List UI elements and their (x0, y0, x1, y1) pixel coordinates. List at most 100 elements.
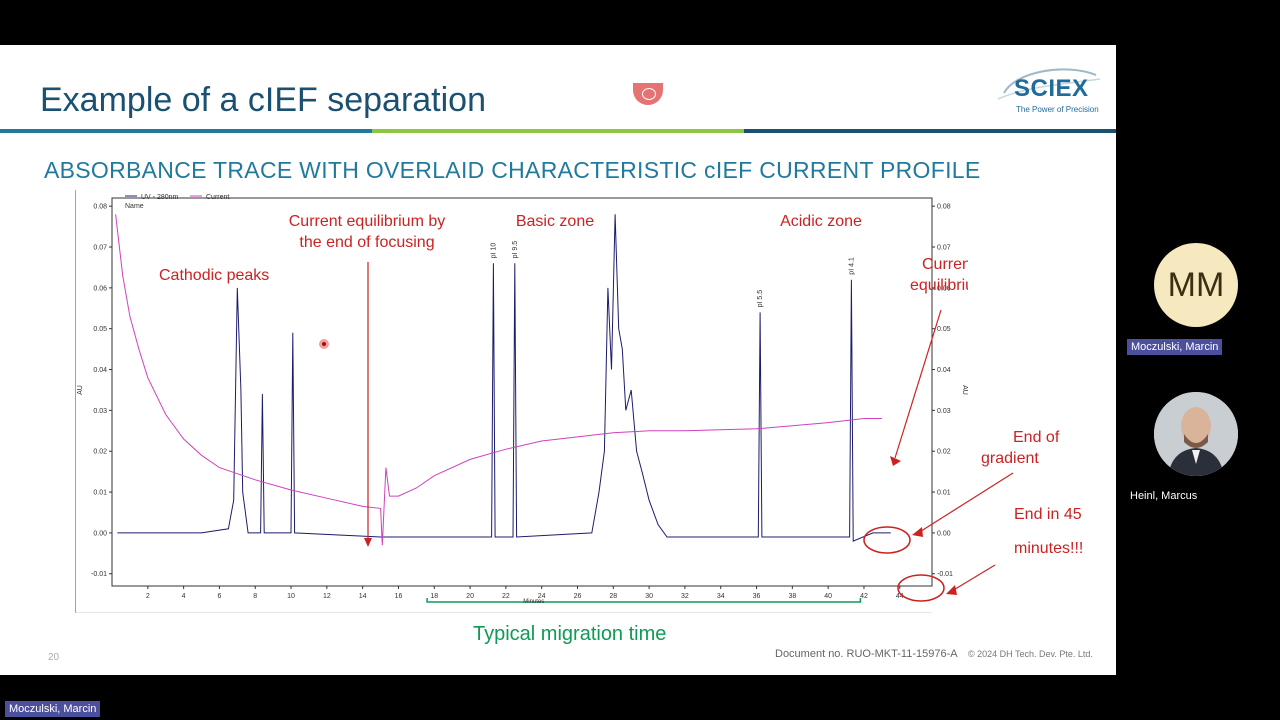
x-tick-label: 6 (217, 593, 221, 600)
peak-label: pI 10 (490, 243, 497, 259)
sciex-logo: SCIEX The Power of Precision (996, 65, 1106, 117)
x-tick-label: 32 (681, 593, 689, 600)
annotation-end-time-2: minutes!!! (1014, 540, 1083, 557)
x-tick-label: 28 (609, 593, 617, 600)
y-tick-label-right: 0.07 (937, 245, 951, 252)
x-tick-label: 40 (824, 593, 832, 600)
x-tick-label: 38 (788, 593, 796, 600)
y-tick-label-left: 0.01 (93, 490, 107, 497)
y-tick-label-right: 0.06 (937, 285, 951, 292)
y-tick-label-left: 0.07 (93, 245, 107, 252)
current-eq-arrow-head (890, 456, 901, 466)
equilibrium-arrow-head (364, 538, 372, 547)
x-tick-label: 42 (860, 593, 868, 600)
document-number: Document no. RUO-MKT-11-15976-A (775, 648, 958, 660)
x-tick-label: 4 (182, 593, 186, 600)
x-tick-label: 20 (466, 593, 474, 600)
chart-canvas: UV - 280nm Current Name -0.01 -0.01 0.00 0.00 0… (74, 190, 987, 614)
series-line-uv-280nm (117, 214, 891, 542)
x-tick-label: 36 (753, 593, 761, 600)
y-axis-label-right: AU (961, 385, 968, 395)
x-tick-label: 24 (538, 593, 546, 600)
logo-swoosh-icon (997, 68, 1101, 100)
x-tick-label: 34 (717, 593, 725, 600)
current-eq-arrow-line (894, 309, 942, 459)
recording-indicator-icon[interactable] (633, 83, 663, 105)
x-tick-label: 8 (253, 593, 257, 600)
annotation-current-equilibrium-right-1: Current (922, 256, 968, 273)
y-tick-label-left: 0.04 (93, 367, 107, 374)
y-tick-label-left: -0.01 (91, 571, 107, 578)
annotation-end-time-1: End in 45 (1014, 506, 1082, 523)
peak-label: pI 4.1 (848, 257, 855, 275)
y-tick-label-right: 0.08 (937, 204, 951, 211)
logo-text: SCIEX (1014, 75, 1089, 102)
x-tick-label: 16 (395, 593, 403, 600)
y-tick-label-right: 0.05 (937, 326, 951, 333)
slide-number: 20 (48, 652, 60, 663)
x-tick-label: 30 (645, 593, 653, 600)
x-axis-label: Minutes (523, 599, 544, 605)
annotation-end-of-gradient-1: End of (1013, 429, 1060, 446)
presentation-slide: Example of a cIEF separation SCIEX The P… (0, 45, 1116, 675)
x-tick-label: 14 (359, 593, 367, 600)
x-tick-label: 2 (146, 593, 150, 600)
x-tick-label: 44 (896, 593, 904, 600)
participant-name-label: Heinl, Marcus (1130, 490, 1198, 502)
participant-avatar-initials[interactable]: MM (1154, 243, 1238, 327)
y-tick-label-left: 0.06 (93, 285, 107, 292)
participant-avatar-photo[interactable] (1154, 392, 1238, 476)
slide-title: Example of a cIEF separation (40, 81, 487, 119)
peak-label: pI 9.5 (512, 241, 519, 259)
plot-area-border (111, 197, 933, 587)
y-tick-label-left: 0.03 (93, 408, 107, 415)
legend-label-current: Current (206, 194, 229, 201)
migration-time-bracket (426, 598, 862, 603)
end-gradient-arrow-head (912, 527, 923, 537)
person-photo-icon (1154, 392, 1238, 476)
annotation-acidic-zone: Acidic zone (780, 213, 862, 230)
x-tick-label: 26 (574, 593, 582, 600)
y-tick-label-left: 0.00 (93, 530, 107, 537)
y-axis-label-left: AU (77, 385, 84, 395)
x-tick-label: 22 (502, 593, 510, 600)
end-gradient-arrow-line (917, 472, 1014, 534)
y-tick-label-right: 0.00 (937, 530, 951, 537)
electropherogram-chart: UV - 280nm Current Name -0.01 -0.01 0.00 0.00 0… (74, 190, 987, 614)
x-tick-label: 12 (323, 593, 331, 600)
y-tick-label-left: 0.05 (93, 326, 107, 333)
annotation-current-equilibrium-1: Current equilibrium by (289, 213, 446, 230)
annotation-end-of-gradient-2: gradient (981, 450, 1039, 467)
end-time-circle (897, 574, 945, 602)
title-rule-dark (744, 129, 1116, 133)
speaker-name-tag: Moczulski, Marcin (5, 701, 101, 717)
peak-label: pI 5.5 (757, 290, 764, 308)
end-time-arrow-head (946, 585, 957, 595)
y-tick-label-left: 0.08 (93, 204, 107, 211)
annotation-current-equilibrium-2: the end of focusing (299, 234, 434, 251)
annotation-basic-zone: Basic zone (516, 213, 594, 230)
logo-tagline: The Power of Precision (1016, 105, 1099, 114)
outer-annotations: End of gradient End in 45 minutes!!! (319, 339, 1083, 595)
end-time-arrow-line (951, 564, 996, 592)
title-rule-green (372, 129, 744, 133)
y-tick-label-left: 0.02 (93, 449, 107, 456)
series-line-current (115, 214, 882, 546)
copyright-notice: © 2024 DH Tech. Dev. Pte. Ltd. (968, 649, 1093, 659)
end-of-gradient-circle (863, 526, 911, 554)
y-tick-label-right: -0.01 (937, 571, 953, 578)
annotation-cathodic-peaks: Cathodic peaks (159, 267, 269, 284)
x-tick-label: 18 (430, 593, 438, 600)
slide-subtitle: ABSORBANCE TRACE WITH OVERLAID CHARACTER… (44, 157, 981, 183)
participant-name-tag: Moczulski, Marcin (1127, 339, 1223, 355)
y-tick-label-right: 0.04 (937, 367, 951, 374)
x-tick-label: 10 (287, 593, 295, 600)
y-tick-label-right: 0.01 (937, 490, 951, 497)
legend-header: Name (125, 203, 144, 210)
legend-label-uv: UV - 280nm (141, 194, 179, 201)
typical-migration-label: Typical migration time (473, 623, 667, 645)
y-tick-label-right: 0.02 (937, 449, 951, 456)
y-tick-label-right: 0.03 (937, 408, 951, 415)
pointer-cursor-center (322, 342, 326, 346)
title-rule-blue (0, 129, 372, 133)
